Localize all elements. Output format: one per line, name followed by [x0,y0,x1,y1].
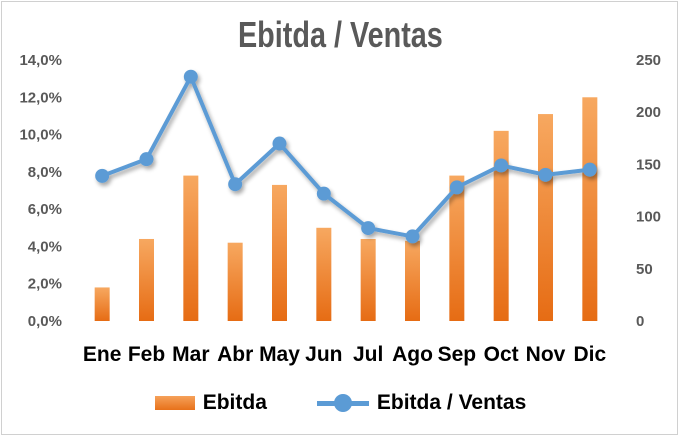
y-right-tick-label: 50 [636,261,653,278]
y-left-tick-label: 4,0% [28,238,62,255]
y-right-tick-label: 250 [636,52,661,69]
legend-swatch-bar [154,396,195,410]
y-left-tick-label: 2,0% [28,276,62,293]
bar [449,175,465,321]
y-right-tick-label: 150 [636,156,661,173]
y-axis-left: 0,0% 2,0% 4,0% 6,0% 8,0% 10,0% 12,0% 14,0% [19,52,62,330]
legend-swatch-line [316,391,369,415]
y-left-tick-label: 14,0% [19,52,62,69]
y-left-tick-label: 10,0% [19,127,62,144]
bar [316,227,332,321]
legend-label-ebitda: Ebitda [202,391,267,414]
x-tick-label: Nov [526,343,566,366]
series-line [101,74,591,239]
bar [360,238,376,321]
y-left-tick-label: 6,0% [28,201,62,218]
line-point [316,186,331,201]
bar [582,97,598,322]
x-tick-label: Sep [438,343,477,366]
x-tick-label: Oct [484,343,519,366]
x-tick-label: Dic [573,343,606,366]
bar [493,130,509,321]
bar [272,184,287,321]
x-tick-label: Feb [128,343,165,366]
y-right-tick-label: 0 [636,313,644,330]
bar [405,240,420,321]
line-point [361,221,376,236]
bar [139,238,154,321]
x-tick-label: Mar [172,343,209,366]
x-tick-label: Ene [83,343,122,366]
y-left-tick-label: 12,0% [19,89,62,106]
y-right-tick-label: 200 [636,104,661,121]
line-series-ebitda-ventas [95,69,597,244]
line-point [494,158,509,173]
x-tick-label: Jul [353,343,383,366]
legend: Ebitda Ebitda / Ventas [0,386,681,420]
line-point [95,168,110,183]
legend-item-ebitda-ventas: Ebitda / Ventas [316,391,527,415]
legend-label-ebitda-ventas: Ebitda / Ventas [376,391,527,414]
line-point [139,152,154,167]
x-tick-label: Ago [392,343,433,366]
bar [183,175,199,321]
line-point [272,136,287,151]
x-tick-label: Abr [217,343,253,366]
line-point [449,180,464,195]
y-left-tick-label: 8,0% [28,164,62,181]
line-point [582,162,597,177]
y-left-tick-label: 0,0% [28,313,62,330]
line-point [538,167,553,182]
x-tick-label: May [259,343,300,366]
legend-item-ebitda: Ebitda [154,391,267,415]
x-tick-label: Jun [305,343,342,366]
bar [538,114,553,321]
bar-series-ebitda [94,97,598,322]
bar [227,242,243,321]
bar [94,287,110,321]
line-point [228,177,243,192]
x-axis: Ene Feb Mar Abr May Jun Jul Ago Sep Oct Nov Dic [83,343,607,366]
y-axis-right: 0 50 100 150 200 250 [636,52,661,330]
line-point [183,69,198,84]
chart-title: Ebitda / Ventas [237,14,443,55]
y-right-tick-label: 100 [636,209,661,226]
line-point [405,229,420,244]
